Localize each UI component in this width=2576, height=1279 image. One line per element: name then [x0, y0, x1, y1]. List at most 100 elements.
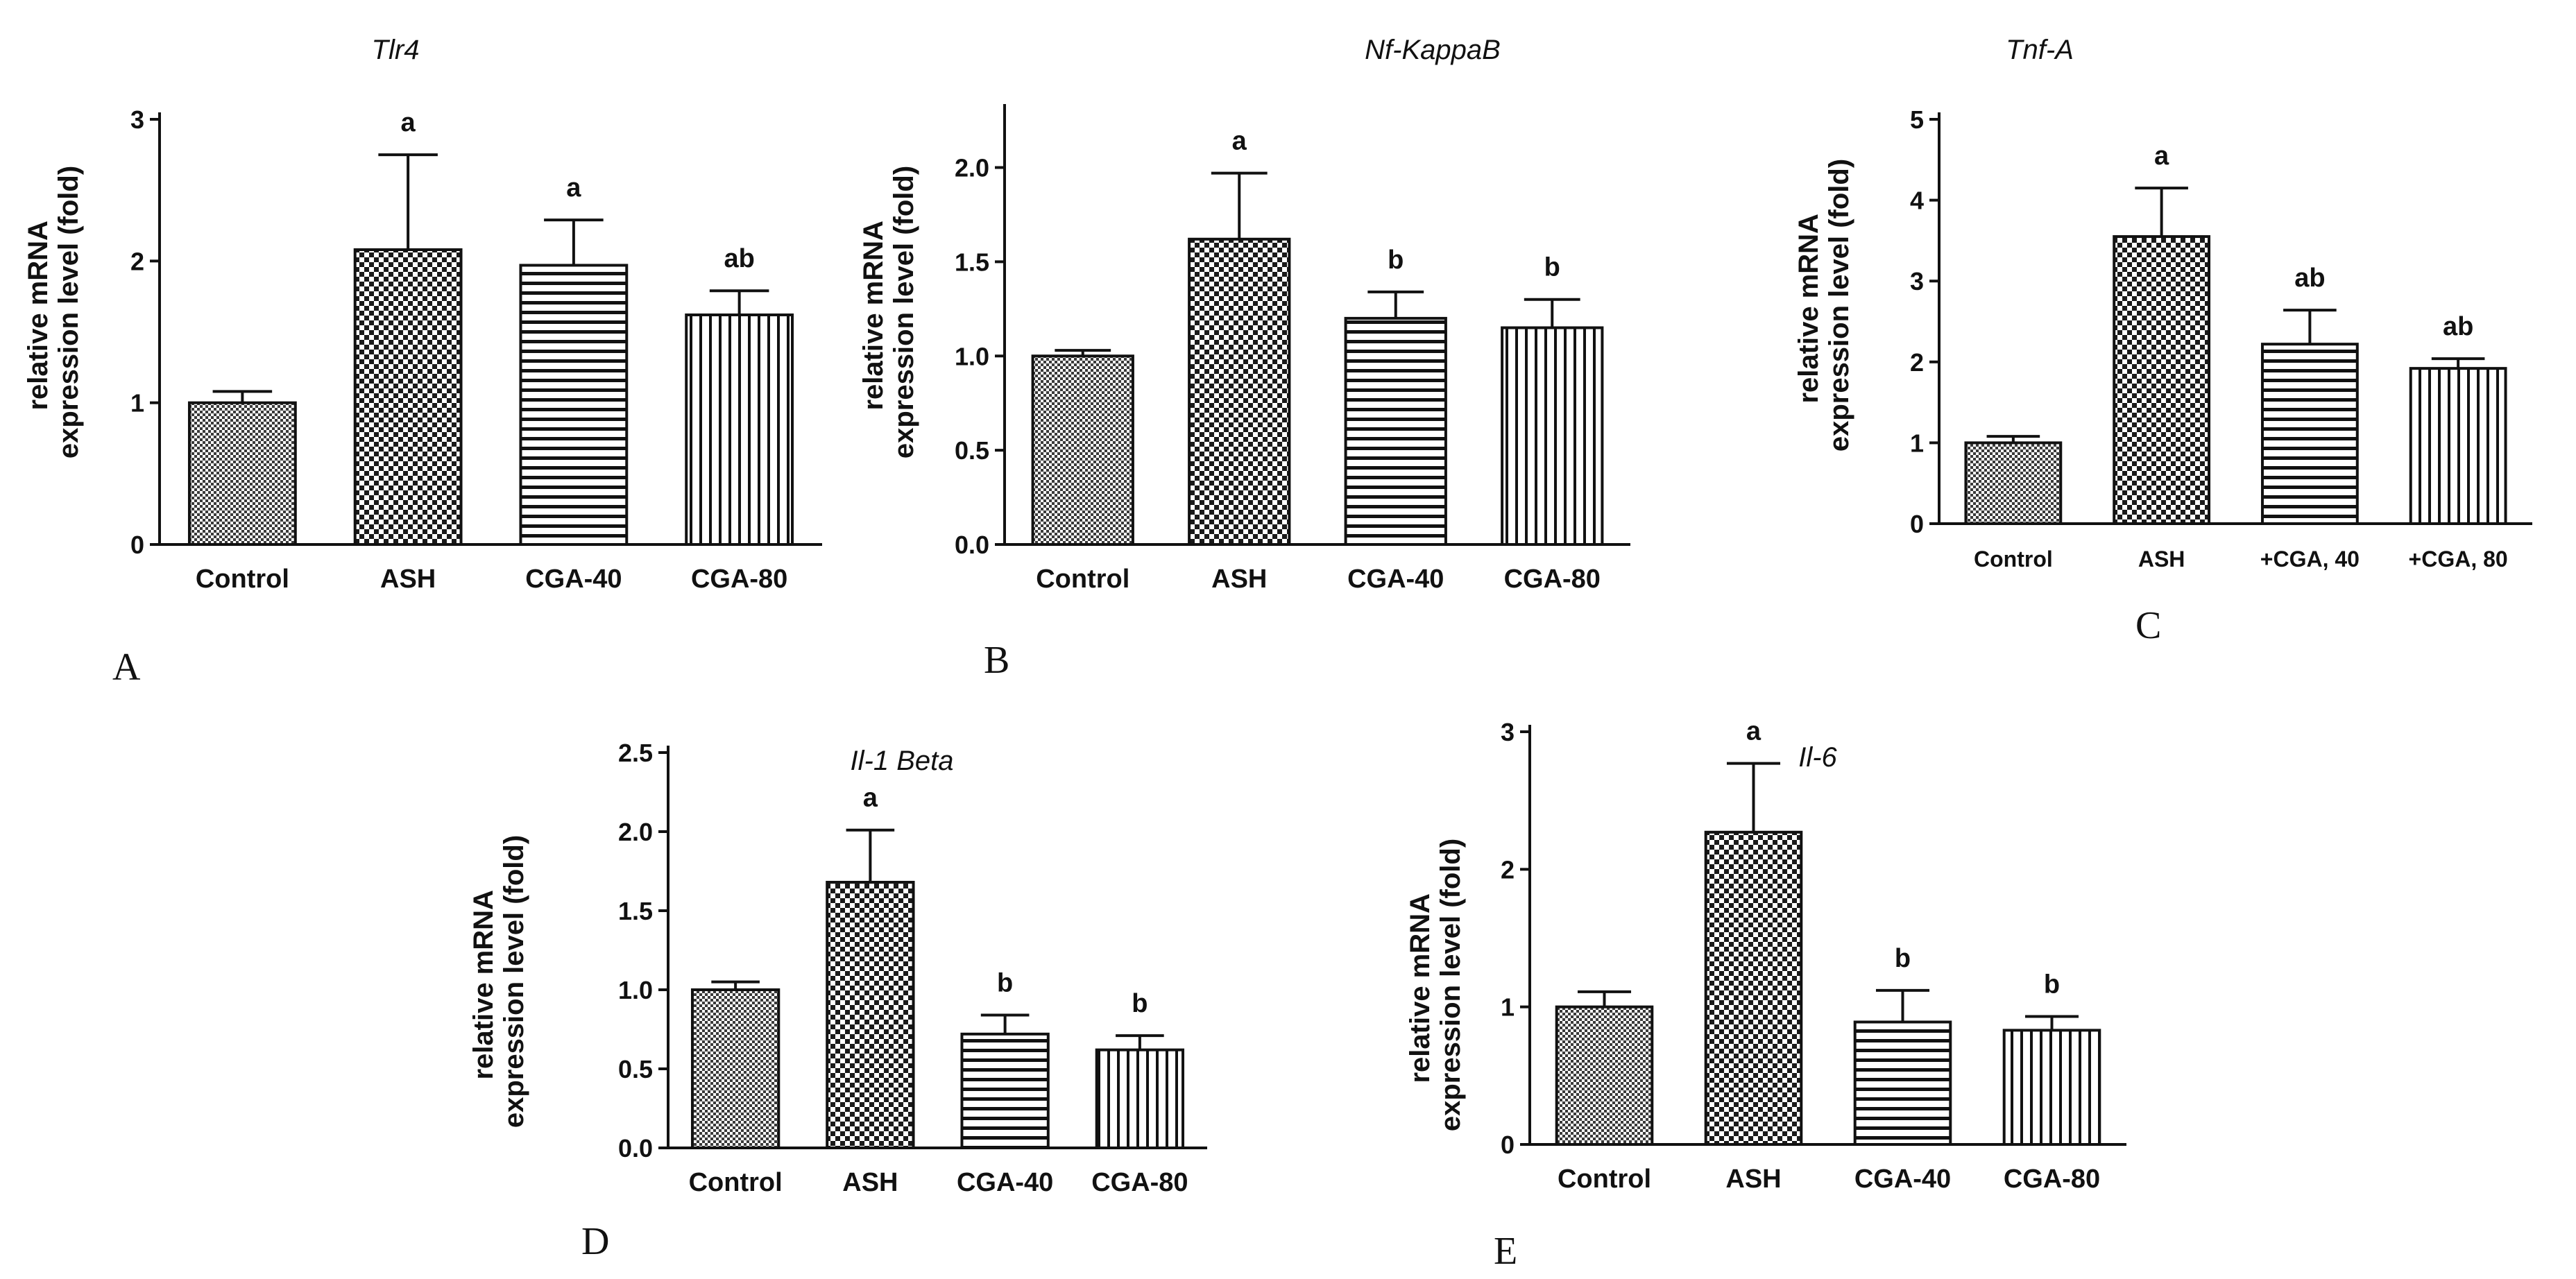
- significance-label: b: [1895, 944, 1911, 973]
- plot-area: 0.0 0.5 1.0 1.5 2.0 Control a ASH b CGA-40 b CGA-80: [955, 104, 1630, 594]
- significance-label: b: [1388, 246, 1404, 275]
- y-axis-label-line2: expression level (fold): [53, 166, 84, 458]
- y-tick-label: 1.0: [618, 976, 653, 1004]
- bar: [1964, 441, 2063, 526]
- category-label: ASH: [1211, 565, 1267, 594]
- y-tick-label: 2: [130, 247, 144, 275]
- category-label: Control: [196, 565, 289, 594]
- panel-b: Nf-KappaB relative mRNA expression level…: [858, 35, 1630, 682]
- panel-label: C: [2135, 604, 2161, 647]
- chart-title: Tlr4: [372, 35, 420, 65]
- plot-area: 0 1 2 3 Control a ASH b CGA-40 b CGA-80: [1501, 717, 2126, 1194]
- category-label: CGA-40: [525, 565, 622, 594]
- significance-label: a: [2154, 141, 2169, 171]
- y-tick-label: 2.0: [618, 818, 653, 846]
- y-axis-label-line1: relative mRNA: [23, 221, 53, 411]
- panel-label: D: [581, 1220, 609, 1263]
- category-label: ASH: [842, 1168, 898, 1197]
- significance-label: a: [566, 173, 581, 203]
- panel-d: Il-1 Beta relative mRNA expression level…: [468, 739, 1207, 1263]
- bar: [519, 264, 629, 546]
- category-label: ASH: [2138, 547, 2185, 572]
- category-label: Control: [689, 1168, 783, 1197]
- y-tick-label: 1: [1910, 429, 1924, 457]
- bar: [826, 880, 915, 1149]
- category-label: CGA-80: [2004, 1165, 2100, 1194]
- significance-label: a: [863, 784, 878, 813]
- plot-area: 0 1 2 3 4 5 Control a ASH ab +CGA, 40 ab +CGA, 80: [1910, 105, 2532, 572]
- panel-c: Tnf-A relative mRNA expression level (fo…: [1793, 35, 2532, 647]
- bar: [960, 1032, 1050, 1149]
- y-tick-label: 3: [130, 105, 144, 134]
- y-axis-label-line1: relative mRNA: [1405, 894, 1435, 1083]
- y-axis-label-line2: expression level (fold): [499, 835, 529, 1128]
- panel-e: Il-6 relative mRNA expression level (fol…: [1405, 717, 2126, 1273]
- panel-a: Tlr4 relative mRNA expression level (fol…: [23, 35, 822, 689]
- category-label: CGA-80: [691, 565, 787, 594]
- y-tick-label: 1.0: [955, 342, 989, 370]
- y-axis-label: relative mRNA expression level (fold): [1405, 839, 1466, 1131]
- category-label: CGA-40: [957, 1168, 1053, 1197]
- bar: [187, 401, 297, 547]
- significance-label: a: [1746, 717, 1762, 746]
- y-tick-label: 2.5: [618, 739, 653, 767]
- y-tick-label: 2: [1501, 855, 1515, 884]
- y-tick-label: 0.0: [618, 1134, 653, 1162]
- y-tick-label: 1.5: [955, 248, 989, 276]
- bar: [1853, 1020, 1952, 1146]
- category-label: CGA-80: [1504, 565, 1601, 594]
- y-axis-label-line2: expression level (fold): [889, 166, 919, 458]
- y-tick-label: 0.5: [618, 1055, 653, 1083]
- significance-label: ab: [2294, 264, 2325, 293]
- y-axis-label-line1: relative mRNA: [858, 221, 889, 411]
- bar: [1555, 1005, 1654, 1146]
- category-label: CGA-80: [1091, 1168, 1188, 1197]
- y-tick-label: 3: [1501, 718, 1515, 746]
- category-label: +CGA, 40: [2260, 547, 2360, 572]
- bar: [1188, 237, 1291, 546]
- y-axis-label: relative mRNA expression level (fold): [23, 166, 84, 458]
- y-tick-label: 0: [130, 531, 144, 559]
- category-label: ASH: [380, 565, 436, 594]
- category-label: ASH: [1725, 1165, 1781, 1194]
- y-tick-label: 0: [1910, 510, 1924, 538]
- significance-label: b: [1132, 989, 1148, 1018]
- significance-label: b: [1544, 253, 1560, 282]
- significance-label: ab: [724, 244, 754, 273]
- category-label: Control: [1558, 1165, 1651, 1194]
- bar: [1031, 354, 1134, 546]
- y-tick-label: 4: [1910, 187, 1924, 215]
- category-label: Control: [1036, 565, 1129, 594]
- chart-title: Tnf-A: [2006, 35, 2074, 65]
- bar: [1501, 326, 1604, 546]
- bar: [685, 313, 794, 546]
- panel-label: A: [112, 646, 141, 689]
- significance-label: a: [401, 108, 416, 137]
- y-axis-label: relative mRNA expression level (fold): [468, 835, 529, 1128]
- bar: [2113, 235, 2211, 525]
- chart-title: Il-1 Beta: [851, 746, 954, 776]
- y-axis-label: relative mRNA expression level (fold): [1793, 159, 1854, 452]
- bar: [690, 988, 781, 1149]
- significance-label: b: [2044, 970, 2060, 999]
- significance-label: ab: [2443, 312, 2473, 341]
- y-tick-label: 1: [130, 389, 144, 418]
- bar: [353, 248, 463, 546]
- bar: [1344, 316, 1447, 546]
- panel-label: B: [984, 639, 1009, 682]
- category-label: CGA-40: [1347, 565, 1444, 594]
- y-axis-label-line2: expression level (fold): [1435, 839, 1466, 1131]
- panel-label: E: [1494, 1230, 1517, 1273]
- y-axis-label-line2: expression level (fold): [1824, 159, 1854, 452]
- y-axis-label: relative mRNA expression level (fold): [858, 166, 919, 458]
- bar: [1095, 1048, 1185, 1150]
- significance-label: b: [997, 968, 1013, 997]
- bar: [2409, 367, 2507, 525]
- y-tick-label: 0.0: [955, 531, 989, 559]
- y-tick-label: 5: [1910, 105, 1924, 134]
- plot-area: 0.0 0.5 1.0 1.5 2.0 2.5 Control a ASH b CGA-40 b CGA…: [618, 739, 1207, 1197]
- y-tick-label: 1: [1501, 993, 1515, 1022]
- bar: [2260, 343, 2359, 525]
- y-tick-label: 2: [1910, 348, 1924, 377]
